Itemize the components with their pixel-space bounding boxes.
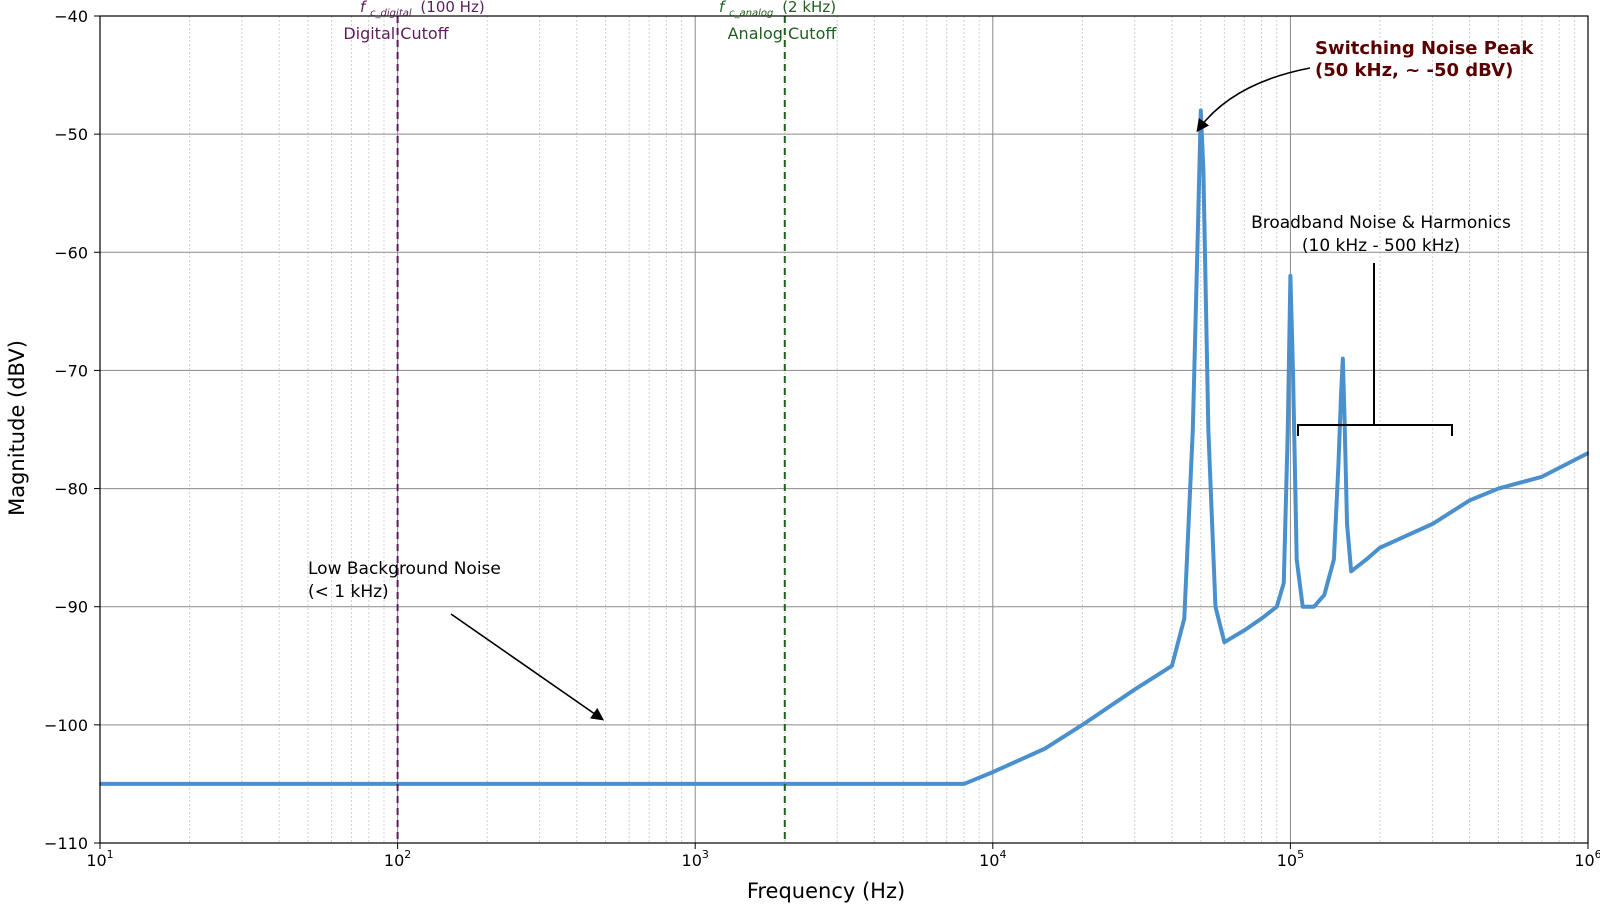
data-point: [1197, 215, 1200, 219]
data-point: [1431, 522, 1434, 526]
series-layer: [98, 108, 1590, 786]
y-tick-label: −100: [44, 716, 88, 735]
data-point: [1133, 688, 1136, 691]
data-point: [1339, 392, 1343, 396]
data-point: [694, 782, 697, 786]
data-point: [1497, 487, 1500, 490]
data-point: [1081, 723, 1084, 727]
x-tick-label: 103: [682, 848, 709, 870]
y-tick-label: −40: [54, 7, 88, 26]
data-point: [1378, 546, 1382, 549]
svg-text:f c_digital (1: f c_digital (100 Hz): [360, 0, 485, 20]
data-point: [1337, 463, 1340, 467]
data-point: [1341, 357, 1345, 360]
y-tick-label: −50: [54, 125, 88, 144]
data-point: [1323, 593, 1326, 597]
data-point: [306, 782, 310, 786]
x-tick-label: 104: [979, 848, 1006, 870]
digital-cutoff-label: f c_digital (100 Hz) Digital Cutoff: [343, 0, 484, 43]
annotation-low-line1: Low Background Noise: [308, 559, 501, 579]
vline-layer: [396, 16, 786, 843]
analog-cutoff-label: f c_analog (2 kHz) Analog Cutoff: [719, 0, 837, 43]
y-tick-label: −90: [54, 598, 88, 617]
x-tick-label: 102: [384, 848, 411, 870]
data-point: [1312, 605, 1316, 608]
data-point: [1170, 664, 1174, 667]
switching-arrow: [1196, 67, 1311, 133]
annotation-broad-line2: (10 kHz - 500 kHz): [1302, 236, 1460, 256]
plot-frame: [99, 15, 1589, 844]
data-point: [1289, 274, 1292, 278]
data-point: [604, 782, 607, 786]
digital-cutoff-sub: c_digital: [370, 8, 412, 19]
analog-cutoff-top: (2 kHz): [782, 0, 836, 16]
data-point: [1191, 428, 1195, 431]
data-point: [1291, 369, 1295, 372]
y-tick-label: −70: [54, 361, 88, 380]
data-point: [1214, 605, 1217, 608]
data-point: [1282, 581, 1285, 585]
data-point: [1260, 617, 1263, 620]
data-point: [1183, 617, 1186, 620]
x-tick-label: 101: [86, 848, 113, 870]
data-point: [1223, 640, 1226, 644]
data-point: [1365, 558, 1368, 561]
annotation-broad-line1: Broadband Noise & Harmonics: [1251, 213, 1511, 233]
low-noise-arrow: [450, 613, 605, 721]
series-line: [100, 108, 1589, 786]
data-point: [962, 782, 966, 786]
y-tick-label: −60: [54, 243, 88, 262]
annotation-switching-line1: Switching Noise Peak: [1315, 38, 1534, 59]
data-point: [1349, 570, 1353, 573]
data-point: [1345, 522, 1349, 526]
data-point: [902, 782, 905, 786]
analog-cutoff-sub: c_analog: [729, 8, 773, 19]
data-point: [1301, 605, 1304, 608]
data-point: [1202, 168, 1205, 171]
data-point: [1286, 428, 1289, 431]
digital-cutoff-top: (100 Hz): [420, 0, 484, 16]
data-point: [188, 782, 191, 786]
data-point: [1243, 629, 1246, 632]
data-point: [1275, 605, 1278, 608]
analog-cutoff-f: f: [719, 0, 727, 16]
data-point: [991, 770, 994, 774]
y-tick-label: −80: [54, 480, 88, 499]
annotation-layer: [450, 67, 1453, 721]
data-point: [1343, 416, 1346, 419]
data-point: [1295, 558, 1298, 561]
data-point: [1332, 558, 1336, 561]
data-point: [1207, 428, 1210, 431]
axes-layer: 101 102 103 104 105 106 −110 −100 −90 −80 −70 −60 −5…: [44, 7, 1600, 870]
x-axis-title: Frequency (Hz): [747, 879, 905, 903]
annotation-low-line2: (< 1 kHz): [308, 582, 389, 602]
data-point: [485, 782, 489, 786]
data-point: [1468, 499, 1471, 502]
broadband-bracket: [1297, 263, 1453, 436]
digital-cutoff-f: f: [360, 0, 368, 16]
digital-cutoff-bottom: Digital Cutoff: [343, 24, 449, 43]
x-tick-label: 105: [1277, 848, 1304, 870]
analog-cutoff-bottom: Analog Cutoff: [728, 24, 838, 43]
annotation-switching-line2: (50 kHz, ~ -50 dBV): [1315, 60, 1513, 81]
data-point: [1199, 109, 1203, 112]
data-point: [1540, 475, 1544, 478]
svg-text:f c_analog (2: f c_analog (2 kHz): [719, 0, 836, 20]
y-axis-title: Magnitude (dBV): [5, 340, 29, 516]
data-point: [1044, 747, 1047, 750]
y-tick-label: −110: [44, 834, 88, 853]
x-tick-label: 106: [1574, 848, 1600, 870]
